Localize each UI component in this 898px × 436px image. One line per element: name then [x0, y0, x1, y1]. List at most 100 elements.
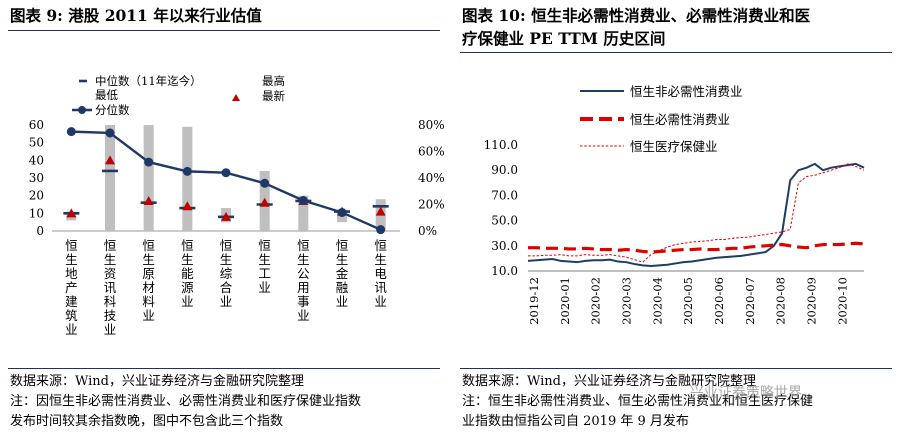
category-label-char: 科	[104, 294, 117, 309]
category-label-char: 产	[65, 280, 78, 295]
left-chart-title: 图表 9: 港股 2011 年以来行业估值	[10, 6, 262, 25]
right-title-line: 疗保健业 PE TTM 历史区间	[462, 29, 666, 48]
range-bar	[182, 126, 193, 231]
percentile-point	[144, 157, 154, 167]
category-label-char: 业	[374, 294, 387, 309]
series-line	[528, 241, 865, 254]
left-y-tick-label: 20	[29, 189, 44, 203]
category-label-char: 材	[142, 280, 155, 295]
percentile-point	[182, 166, 192, 176]
category-label-char: 金	[336, 266, 349, 281]
right-title-line: 图表 10: 恒生非必需性消费业、必需性消费业和医	[462, 6, 811, 25]
category-label-char: 料	[142, 294, 155, 309]
category-label-char: 生	[65, 252, 78, 267]
category-label-char: 生	[374, 252, 387, 267]
left-source: 数据来源：Wind，兴业证券经济与金融研究院整理 注：因恒生非必需性消费业、必需…	[10, 372, 442, 432]
legend-label: 恒生非必需性消费业	[630, 84, 743, 99]
category-label-char: 生	[104, 252, 117, 267]
category-label-char: 生	[336, 252, 349, 267]
range-bar	[105, 125, 115, 231]
percentile-point	[376, 225, 386, 235]
latest-marker	[259, 197, 270, 207]
right-chart-x-tick-label: 2020-07	[743, 277, 757, 325]
legend-min-label: 最低	[95, 88, 118, 102]
category-label-char: 地	[65, 266, 78, 281]
right-source-rule	[460, 368, 892, 369]
category-label-char: 讯	[374, 280, 387, 295]
right-note-line: 注：恒生非必需性消费业、恒生必需性消费业和恒生医疗保健	[462, 394, 814, 409]
category-label-char: 恒	[374, 238, 387, 253]
latest-marker	[221, 211, 231, 221]
category-label-char: 电	[374, 266, 387, 281]
left-y-tick-label: 40	[29, 153, 44, 167]
category-label-char: 综	[220, 266, 233, 281]
category-label-char: 生	[258, 252, 271, 267]
percentile-point	[298, 196, 308, 206]
range-bar	[298, 195, 309, 231]
left-title-rule	[8, 30, 440, 31]
left-y-tick-label: 30	[29, 171, 44, 185]
right-chart-y-tick-label: 50.0	[491, 214, 518, 228]
category-label-char: 原	[142, 266, 155, 281]
category-label-char: 业	[336, 294, 349, 309]
right-chart-title: 图表 10: 恒生非必需性消费业、必需性消费业和医 疗保健业 PE TTM 历史…	[462, 4, 892, 50]
percentile-point	[105, 128, 115, 138]
latest-marker	[105, 155, 115, 165]
right-chart-x-tick-label: 2019-12	[527, 277, 541, 325]
legend-latest-label: 最新	[262, 89, 285, 103]
category-label-char: 业	[65, 322, 78, 337]
right-chart-x-tick-label: 2020-09	[804, 277, 818, 325]
category-label-char: 工	[258, 266, 271, 281]
right-y-tick-label: 20%	[418, 198, 445, 212]
right-chart-x-tick-label: 2020-10	[835, 277, 849, 325]
latest-marker	[182, 201, 193, 211]
category-label-char: 业	[142, 308, 155, 323]
series-line	[527, 162, 865, 267]
right-y-tick-label: 0%	[418, 224, 437, 238]
right-chart-x-tick-label: 2020-01	[558, 277, 572, 325]
right-chart-y-tick-label: 70.0	[491, 188, 518, 202]
category-label-char: 建	[65, 294, 78, 309]
category-label-char: 恒	[258, 238, 271, 253]
right-y-tick-label: 80%	[418, 118, 445, 132]
category-label-char: 公	[297, 266, 310, 281]
category-label-char: 恒	[297, 238, 310, 253]
category-label-char: 讯	[104, 280, 117, 295]
right-chart-x-tick-label: 2020-08	[774, 277, 788, 325]
right-chart-x-tick-label: 2020-06	[712, 277, 726, 325]
category-label-char: 恒	[336, 238, 349, 253]
percentile-point	[260, 178, 270, 188]
left-note-line: 注：因恒生非必需性消费业、必需性消费业和医疗保健业指数	[10, 394, 362, 409]
category-label-char: 融	[336, 280, 349, 295]
left-source-line: 数据来源：Wind，兴业证券经济与金融研究院整理	[10, 374, 304, 389]
right-chart: 10.0 30.0 50.0 70.0 90.0 110.0 2019-12 2020-01 2…	[484, 84, 865, 325]
category-label-char: 业	[258, 280, 271, 295]
left-panel: 图表 9: 港股 2011 年以来行业估值 0 10 20 30 40 50 60 0% 20%…	[0, 0, 446, 436]
category-label-char: 事	[297, 294, 310, 309]
percentile-point	[337, 207, 347, 217]
right-note-line: 业指数由恒指公司自 2019 年 9 月发布	[462, 414, 689, 429]
right-y-tick-label: 40%	[418, 171, 445, 185]
left-chart: 01020304050600%20%40%60%80%恒生地产建筑业恒生资讯科技…	[29, 74, 445, 337]
legend-median-label: 中位数（11年迄今）	[95, 74, 202, 88]
category-label-char: 恒	[181, 238, 194, 253]
right-chart-y-tick-label: 30.0	[491, 239, 518, 253]
latest-marker	[375, 206, 386, 216]
right-chart-y-tick-label: 10.0	[491, 264, 518, 278]
series-line	[528, 163, 865, 263]
right-chart-y-tick-label: 90.0	[491, 163, 518, 177]
legend-label: 恒生必需性消费业	[630, 112, 730, 127]
right-chart-x-tick-label: 2020-02	[589, 277, 603, 325]
right-chart-x-tick-label: 2020-05	[681, 277, 695, 325]
percentile-point	[66, 127, 76, 137]
right-source: 数据来源：Wind，兴业证券经济与金融研究院整理 注：恒生非必需性消费业、恒生必…	[462, 372, 894, 432]
right-title-rule	[460, 52, 892, 53]
category-label-char: 生	[181, 252, 194, 267]
category-label-char: 恒	[142, 238, 155, 253]
category-label-char: 资	[104, 266, 117, 281]
category-label-char: 生	[142, 252, 155, 267]
left-y-tick-label: 0	[36, 224, 44, 238]
category-label-char: 恒	[65, 238, 78, 253]
percentile-point	[221, 168, 231, 178]
legend-max-label: 最高	[262, 74, 285, 88]
